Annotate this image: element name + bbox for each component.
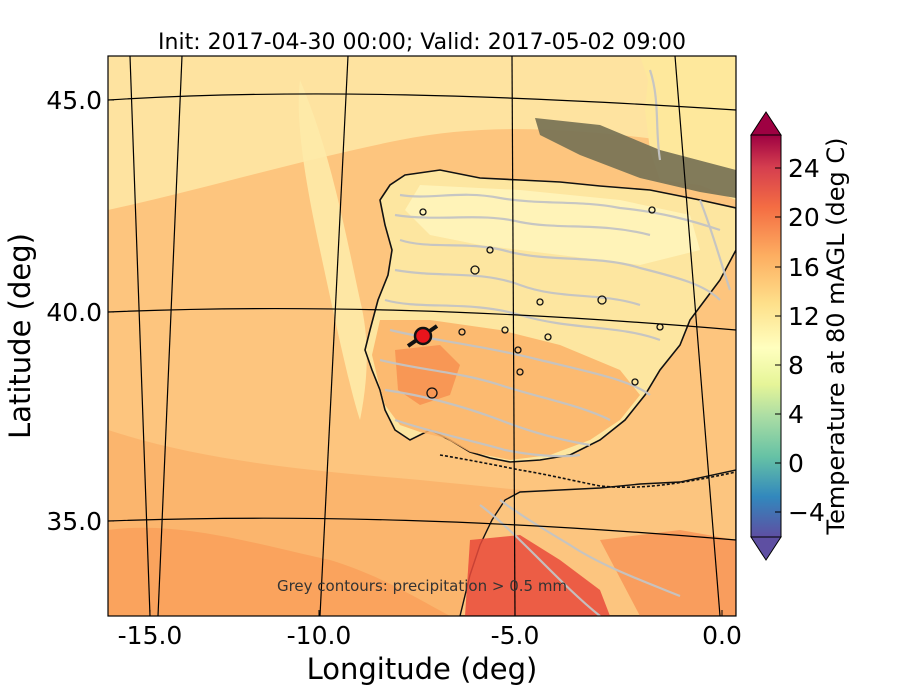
- colorbar: 24 20 16 12 8 4 0 −4 Temperature at 80 m…: [750, 111, 850, 561]
- colorbar-tick-label: 24: [788, 154, 820, 183]
- colorbar-tick-label: 0: [788, 449, 804, 478]
- x-tick-label: -10.0: [287, 621, 352, 650]
- y-tick-label: 45.0: [46, 86, 102, 115]
- colorbar-ticks: [775, 167, 781, 513]
- x-axis-ticks: -15.0 -10.0 -5.0 0.0: [118, 610, 742, 650]
- y-axis-label: Latitude (deg): [3, 233, 37, 439]
- warm-band-southwest: [108, 527, 450, 616]
- x-axis-label: Longitude (deg): [307, 652, 538, 686]
- map-frame: [107, 55, 737, 617]
- africa-warm-zone: [600, 530, 736, 616]
- figure-title: Init: 2017-04-30 00:00; Valid: 2017-05-0…: [158, 30, 686, 55]
- graticule: [108, 56, 736, 616]
- coastline-dashed: [439, 454, 736, 488]
- y-axis-ticks: 45.0 40.0 35.0: [46, 86, 114, 536]
- pyrenees-band: [535, 118, 736, 198]
- map-panel: Grey contours: precipitation > 0.5 mm: [108, 56, 736, 616]
- x-tick-label: -15.0: [118, 621, 183, 650]
- map-annotation: Grey contours: precipitation > 0.5 mm: [277, 577, 567, 595]
- colorbar-tick-label: 16: [788, 253, 820, 282]
- x-tick-label: -5.0: [491, 621, 540, 650]
- y-tick-label: 40.0: [46, 298, 102, 327]
- iberia-hot-core: [395, 345, 460, 405]
- africa-hot-zone: [465, 535, 610, 616]
- colorbar-bottom-extend: [750, 536, 782, 561]
- colorbar-tick-label: 20: [788, 203, 820, 232]
- colorbar-top-extend: [750, 111, 782, 136]
- colorbar-tick-label: 12: [788, 302, 820, 331]
- marker-dot: [413, 326, 433, 346]
- colorbar-bar: [750, 134, 782, 538]
- colorbar-tick-label: 8: [788, 351, 804, 380]
- cool-tongue-west: [298, 80, 367, 420]
- black-contour-blobs: [419, 206, 664, 399]
- precipitation-contours: [379, 69, 732, 616]
- colorbar-tick-label: 4: [788, 400, 804, 429]
- x-tick-label: 0.0: [702, 621, 742, 650]
- station-marker: [406, 324, 439, 348]
- colorbar-tick-label: −4: [788, 498, 825, 527]
- y-tick-label: 35.0: [46, 507, 102, 536]
- colorbar-label: Temperature at 80 mAGL (deg C): [822, 138, 850, 536]
